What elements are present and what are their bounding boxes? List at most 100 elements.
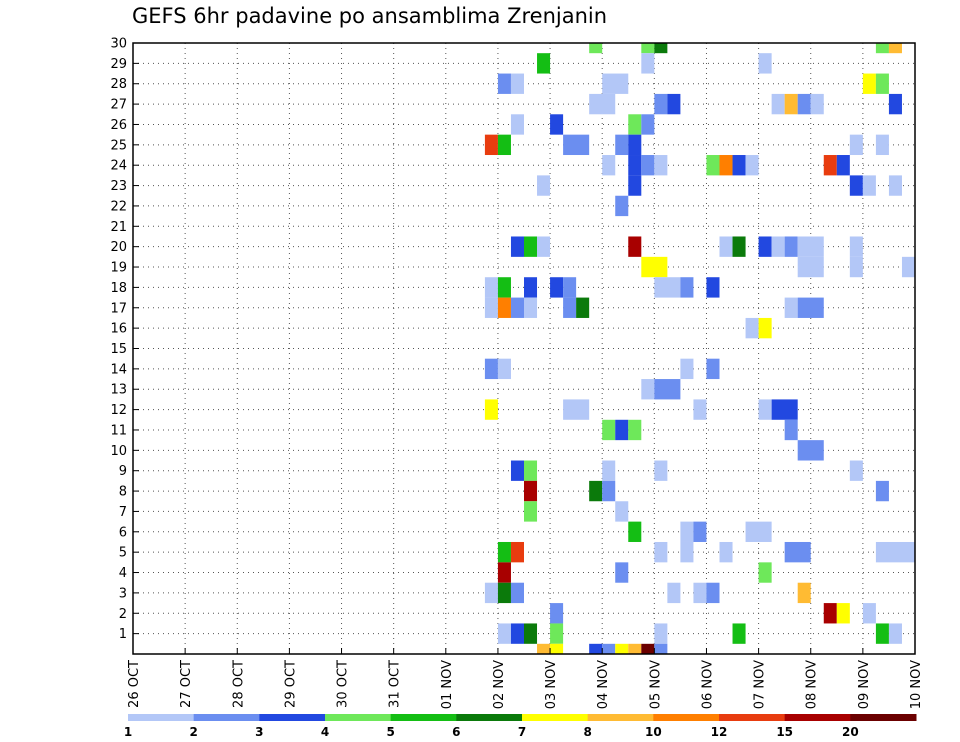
heatmap-cell [758, 317, 772, 339]
x-axis-ticks: 26 OCT 27 OCT 28 OCT 29 OCT 30 OCT 31 OCT 01 N… [127, 648, 924, 709]
heatmap-cell [654, 93, 668, 115]
heatmap-cell [849, 256, 863, 278]
y-tick-label: 26 [110, 118, 127, 133]
legend-tick-label: 15 [776, 725, 793, 739]
heatmap-cell [615, 562, 629, 583]
heatmap-cell [875, 134, 889, 156]
y-tick-label: 13 [110, 383, 127, 398]
heatmap-cell [524, 236, 538, 257]
x-tick-label: 04 NOV [596, 660, 611, 709]
legend-tick-label: 2 [189, 725, 197, 739]
heatmap-cell [654, 541, 668, 563]
heatmap-cell [524, 623, 538, 644]
heatmap-cell [667, 93, 681, 115]
heatmap-cell [758, 53, 772, 74]
heatmap-cell [602, 643, 616, 654]
y-tick-label: 28 [110, 77, 127, 92]
heatmap-cell [497, 134, 511, 156]
y-tick-label: 14 [110, 362, 127, 377]
y-tick-label: 25 [110, 138, 127, 153]
heatmap-cell [719, 236, 733, 257]
heatmap-cell [888, 175, 902, 196]
legend-tick-label: 1 [124, 725, 132, 739]
heatmap-cell [654, 43, 668, 54]
heatmap-cell [719, 155, 733, 176]
heatmap-cell [589, 43, 603, 54]
y-tick-label: 4 [119, 566, 127, 581]
heatmap-cell [524, 297, 538, 318]
y-tick-label: 16 [110, 322, 127, 337]
heatmap-cell [771, 399, 798, 420]
legend-tick-label: 10 [645, 725, 662, 739]
heatmap-cell [576, 297, 590, 318]
heatmap-cell [484, 277, 498, 298]
heatmap-cell [680, 358, 694, 380]
heatmap-cell [797, 236, 824, 257]
heatmap-cell [550, 623, 564, 644]
heatmap-cell [901, 256, 915, 278]
y-tick-label: 23 [110, 179, 127, 194]
heatmap-cell [862, 603, 876, 624]
y-tick-label: 9 [119, 464, 127, 479]
heatmap-cell [797, 256, 824, 278]
heatmap-cell [641, 53, 655, 74]
x-tick-label: 07 NOV [753, 660, 768, 709]
heatmap-cell [602, 73, 629, 94]
heatmap-cell [732, 236, 746, 257]
heatmap-cell [849, 175, 863, 196]
heatmap-cell [654, 277, 681, 298]
legend-tick-label: 6 [452, 725, 460, 739]
legend-swatch [653, 714, 720, 721]
heatmap-cell [628, 419, 642, 441]
heatmap-cell [641, 256, 668, 278]
heatmap-cell [484, 399, 498, 420]
heatmap-cell [680, 541, 694, 563]
heatmap-cell [849, 134, 863, 156]
heatmap-cell [628, 155, 642, 176]
legend-swatch [390, 714, 457, 721]
heatmap-cell [823, 603, 837, 624]
heatmap-cell [537, 236, 551, 257]
heatmap-cell [524, 277, 538, 298]
heatmap-cell [628, 134, 642, 156]
color-legend: 1 2 3 4 5 6 7 8 10 12 15 20 [124, 714, 917, 739]
legend-swatch [456, 714, 523, 721]
heatmap-cell [654, 379, 681, 400]
heatmap-cell [628, 643, 642, 654]
heatmap-cell [875, 43, 889, 54]
heatmap-cell [654, 643, 668, 654]
heatmap-cell [797, 297, 824, 318]
heatmap-cell [615, 501, 629, 522]
y-tick-label: 21 [110, 220, 127, 235]
heatmap-cell [524, 460, 538, 481]
legend-swatch [259, 714, 326, 721]
heatmap-cell [615, 419, 629, 441]
legend-swatch [850, 714, 917, 721]
legend-tick-label: 4 [321, 725, 329, 739]
heatmap-cell [497, 582, 511, 604]
heatmap-cell [849, 236, 863, 257]
heatmap-cell [862, 175, 876, 196]
heatmap-cell [641, 155, 655, 176]
x-tick-label: 26 OCT [127, 660, 142, 708]
legend-swatch [128, 714, 195, 721]
heatmap-cell [797, 440, 824, 461]
heatmap-cell [510, 114, 524, 135]
heatmap-cell [563, 134, 590, 156]
heatmap-cell [510, 541, 524, 563]
heatmap-cell [888, 93, 902, 115]
heatmap-cell [693, 399, 707, 420]
heatmap-cell [849, 460, 863, 481]
heatmap-cell [550, 114, 564, 135]
heatmap-cell [510, 582, 524, 604]
x-tick-label: 28 OCT [231, 660, 246, 708]
heatmap-cell [758, 236, 772, 257]
heatmap-cell [706, 582, 720, 604]
heatmap-cell [758, 399, 772, 420]
heatmap-cell [510, 623, 524, 644]
x-tick-label: 08 NOV [805, 660, 820, 709]
legend-tick-label: 8 [583, 725, 591, 739]
x-tick-label: 02 NOV [492, 660, 507, 709]
heatmap-cell [537, 175, 551, 196]
